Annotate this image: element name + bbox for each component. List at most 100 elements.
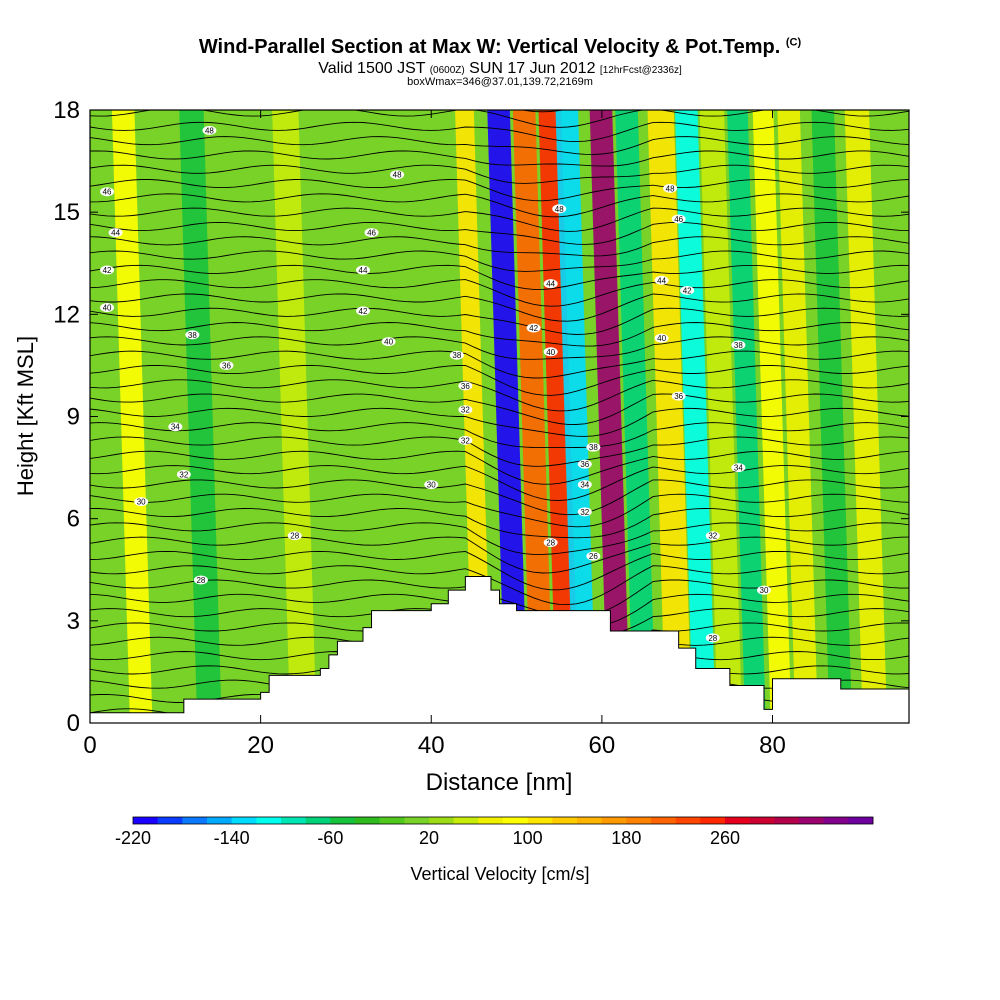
colorbar-tick-label: 100	[513, 828, 543, 848]
colorbar-tick-label: -60	[317, 828, 343, 848]
contour-label-text: 38	[452, 351, 461, 360]
contour-label-bg	[671, 214, 686, 224]
isentrope-line	[90, 236, 909, 257]
contour-label-bg	[424, 480, 439, 490]
y-tick-label: 18	[53, 97, 80, 124]
colorbar-swatch	[133, 817, 158, 824]
colorbar-swatch	[182, 817, 208, 824]
isentrope-line	[90, 536, 909, 574]
colorbar-swatch	[527, 817, 553, 824]
contour-label: 38	[731, 340, 746, 350]
isentrope-line	[90, 508, 909, 539]
isentrope-line	[90, 522, 909, 555]
colorbar-swatch	[429, 817, 454, 824]
colorbar-swatch	[355, 817, 380, 824]
velocity-band	[647, 110, 692, 723]
contour-label-bg	[586, 442, 601, 452]
contour-label-text: 36	[461, 382, 470, 391]
y-tick-label: 3	[67, 608, 80, 635]
contour-label: 32	[176, 469, 191, 479]
contour-label-bg	[543, 279, 558, 289]
contour-label-bg	[287, 531, 302, 541]
isentrope-line	[90, 336, 909, 360]
contour-label: 36	[671, 391, 686, 401]
isentrope-line	[90, 565, 909, 606]
contour-label-bg	[731, 340, 746, 350]
colorbar-swatch	[774, 817, 800, 824]
contour-label: 38	[449, 350, 464, 360]
contour-label-text: 36	[674, 392, 683, 401]
plot-area: 4846444240383634323028484644424038363232…	[90, 110, 909, 723]
contour-label: 42	[526, 323, 541, 333]
colorbar-swatch	[725, 817, 750, 824]
velocity-band	[179, 110, 222, 723]
velocity-band	[487, 110, 528, 723]
contour-label-bg	[219, 360, 234, 370]
isentrope-line	[90, 136, 909, 155]
contour-label-text: 44	[546, 280, 555, 289]
contour-label: 38	[586, 442, 601, 452]
isentrope-line	[90, 393, 909, 425]
contour-label-text: 40	[657, 334, 666, 343]
contour-label: 30	[424, 480, 439, 490]
colorbar-swatch	[577, 817, 602, 824]
contour-label-text: 32	[179, 470, 188, 479]
colorbar-swatch	[157, 817, 183, 824]
y-axis-label: Height [Kft MSL]	[13, 336, 38, 496]
isentrope-line	[90, 264, 909, 290]
x-axis-label: Distance [nm]	[426, 769, 573, 796]
contour-label-bg	[193, 575, 208, 585]
isentrope-line	[90, 307, 909, 335]
isentrope-line	[90, 250, 909, 272]
x-tick-label: 20	[247, 732, 274, 759]
isentrope-line	[90, 121, 909, 143]
contour-label: 26	[586, 551, 601, 561]
contour-label-text: 44	[359, 266, 368, 275]
contour-label-bg	[458, 435, 473, 445]
contour-label-bg	[526, 323, 541, 333]
isentrope-line	[90, 364, 909, 396]
contour-label-text: 32	[461, 436, 470, 445]
contour-label-bg	[680, 285, 695, 295]
isentrope-line	[90, 450, 909, 485]
contour-label-bg	[185, 330, 200, 340]
contour-label: 42	[680, 285, 695, 295]
isentrope-line	[90, 350, 909, 379]
isentrope-line	[90, 422, 909, 449]
contour-label-text: 36	[580, 460, 589, 469]
contour-label-text: 42	[683, 286, 692, 295]
isentrope-line	[90, 407, 909, 437]
colorbar-tick-label: -140	[214, 828, 250, 848]
contour-label: 48	[202, 125, 217, 135]
contour-label-text: 32	[461, 406, 470, 415]
contour-label-bg	[705, 633, 720, 643]
colorbar-swatch	[823, 817, 849, 824]
colorbar-swatch	[552, 817, 578, 824]
contour-label-text: 28	[196, 576, 205, 585]
contour-label-bg	[176, 469, 191, 479]
contour-label-text: 40	[384, 338, 393, 347]
colorbar-swatch	[675, 817, 701, 824]
isentrope-line	[90, 179, 909, 202]
contour-label: 46	[100, 187, 115, 197]
contour-label-text: 40	[103, 304, 112, 313]
y-tick-label: 12	[53, 301, 80, 328]
contour-label-bg	[356, 306, 370, 316]
velocity-band	[727, 110, 766, 723]
contour-label: 42	[100, 265, 115, 275]
colorbar-swatch	[503, 817, 528, 824]
colorbar-swatch	[601, 817, 627, 824]
contour-label-bg	[671, 391, 686, 401]
isentrope-line	[90, 164, 909, 184]
colorbar: -220 -140 -60 20 100 180 260	[115, 816, 874, 848]
contour-label-bg	[654, 333, 669, 343]
chart-subtitle: Valid 1500 JST (0600Z) SUN 17 Jun 2012 […	[318, 60, 682, 77]
chart-box-info: boxWmax=346@37.01,139.72,2169m	[407, 76, 593, 88]
colorbar-tick-label: 180	[611, 828, 641, 848]
contour-label-bg	[756, 585, 771, 595]
contour-label-bg	[586, 551, 601, 561]
colorbar-swatch	[330, 817, 356, 824]
contour-label-text: 40	[546, 348, 555, 357]
contour-label: 40	[654, 333, 669, 343]
contour-label: 30	[134, 497, 149, 507]
